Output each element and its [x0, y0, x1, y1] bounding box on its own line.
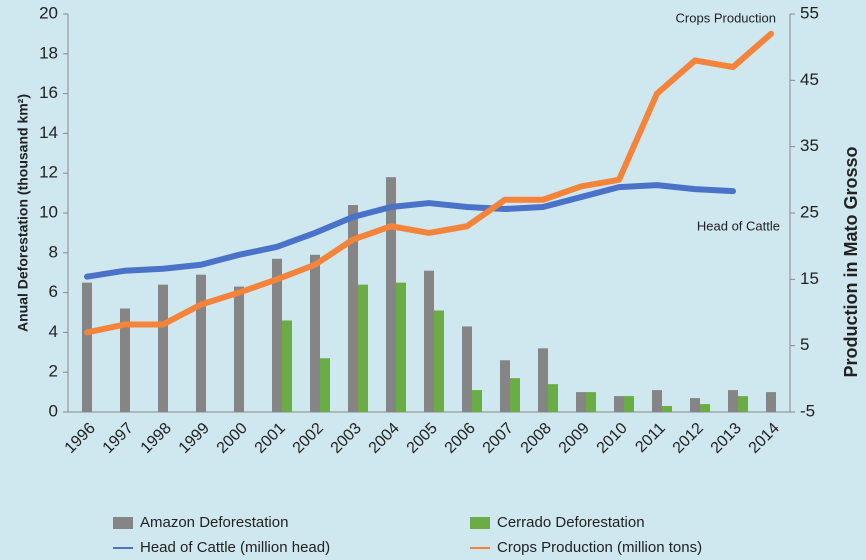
x-tick-label: 2012	[670, 420, 707, 457]
y-tick-label: 12	[39, 163, 58, 182]
y2-tick-label: 25	[800, 202, 819, 221]
y-tick-label: 2	[49, 362, 58, 381]
y2-tick-label: -5	[800, 401, 815, 420]
bar	[358, 284, 368, 412]
annotation: Head of Cattle	[697, 218, 780, 233]
bar	[396, 282, 406, 412]
y2-tick-label: 15	[800, 269, 819, 288]
bar	[320, 358, 330, 412]
x-tick-label: 1998	[138, 420, 175, 457]
y-tick-label: 6	[49, 282, 58, 301]
bar	[538, 348, 548, 412]
bar	[348, 205, 358, 412]
bar	[462, 326, 472, 412]
bar	[120, 308, 130, 412]
y-axis-title: Anual Deforestation (thousand km²)	[15, 94, 31, 332]
bar	[614, 396, 624, 412]
legend-swatch	[113, 517, 133, 529]
y-tick-label: 20	[39, 3, 58, 22]
bar	[548, 384, 558, 412]
y-tick-label: 16	[39, 83, 58, 102]
line	[84, 30, 774, 336]
x-tick-label: 2010	[594, 420, 631, 457]
x-tick-label: 2011	[632, 420, 668, 456]
bar	[82, 282, 92, 412]
bar	[766, 392, 776, 412]
y-tick-label: 14	[39, 123, 58, 142]
y-tick-label: 0	[49, 401, 58, 420]
x-tick-label: 1996	[62, 420, 99, 457]
bar	[158, 284, 168, 412]
x-tick-label: 2007	[480, 420, 517, 457]
bar	[700, 404, 710, 412]
bar	[510, 378, 520, 412]
bar	[386, 177, 396, 412]
y2-tick-label: 55	[800, 3, 819, 22]
x-tick-label: 2003	[328, 420, 365, 457]
x-tick-label: 2000	[214, 420, 251, 457]
y2-axis-title: Production in Mato Grosso	[841, 146, 861, 377]
y2-tick-label: 5	[800, 335, 809, 354]
bar	[282, 320, 292, 412]
annotation: Crops Production	[676, 10, 776, 25]
bar	[624, 396, 634, 412]
bar	[424, 270, 434, 412]
x-tick-label: 1997	[100, 420, 137, 457]
bar	[652, 390, 662, 412]
line	[84, 182, 736, 280]
legend-label: Crops Production (million tons)	[497, 539, 702, 556]
x-tick-label: 2004	[366, 420, 403, 457]
legend-label: Head of Cattle (million head)	[140, 539, 330, 556]
y2-tick-label: 35	[800, 136, 819, 155]
x-tick-label: 2014	[746, 420, 783, 457]
x-tick-label: 1999	[176, 420, 213, 457]
bar	[500, 360, 510, 412]
y-tick-label: 18	[39, 43, 58, 62]
x-tick-label: 2001	[252, 420, 289, 457]
y-tick-label: 10	[39, 202, 58, 221]
bar	[586, 392, 596, 412]
legend-swatch	[470, 517, 490, 529]
x-tick-label: 2008	[518, 420, 555, 457]
bar	[728, 390, 738, 412]
bar	[234, 286, 244, 412]
y2-tick-label: 45	[800, 70, 819, 89]
bar	[434, 310, 444, 412]
x-tick-label: 2013	[708, 420, 745, 457]
bar	[690, 398, 700, 412]
bar	[662, 406, 672, 412]
x-tick-label: 2005	[404, 420, 441, 457]
bar	[310, 254, 320, 412]
bar	[272, 258, 282, 412]
bar	[576, 392, 586, 412]
x-tick-label: 2006	[442, 420, 479, 457]
legend-label: Amazon Deforestation	[140, 514, 288, 531]
bar	[738, 396, 748, 412]
bar	[196, 274, 206, 412]
y-tick-label: 8	[49, 242, 58, 261]
legend-label: Cerrado Deforestation	[497, 514, 645, 531]
bar	[472, 390, 482, 412]
x-tick-label: 2009	[556, 420, 593, 457]
x-tick-label: 2002	[290, 420, 327, 457]
y-tick-label: 4	[49, 322, 58, 341]
